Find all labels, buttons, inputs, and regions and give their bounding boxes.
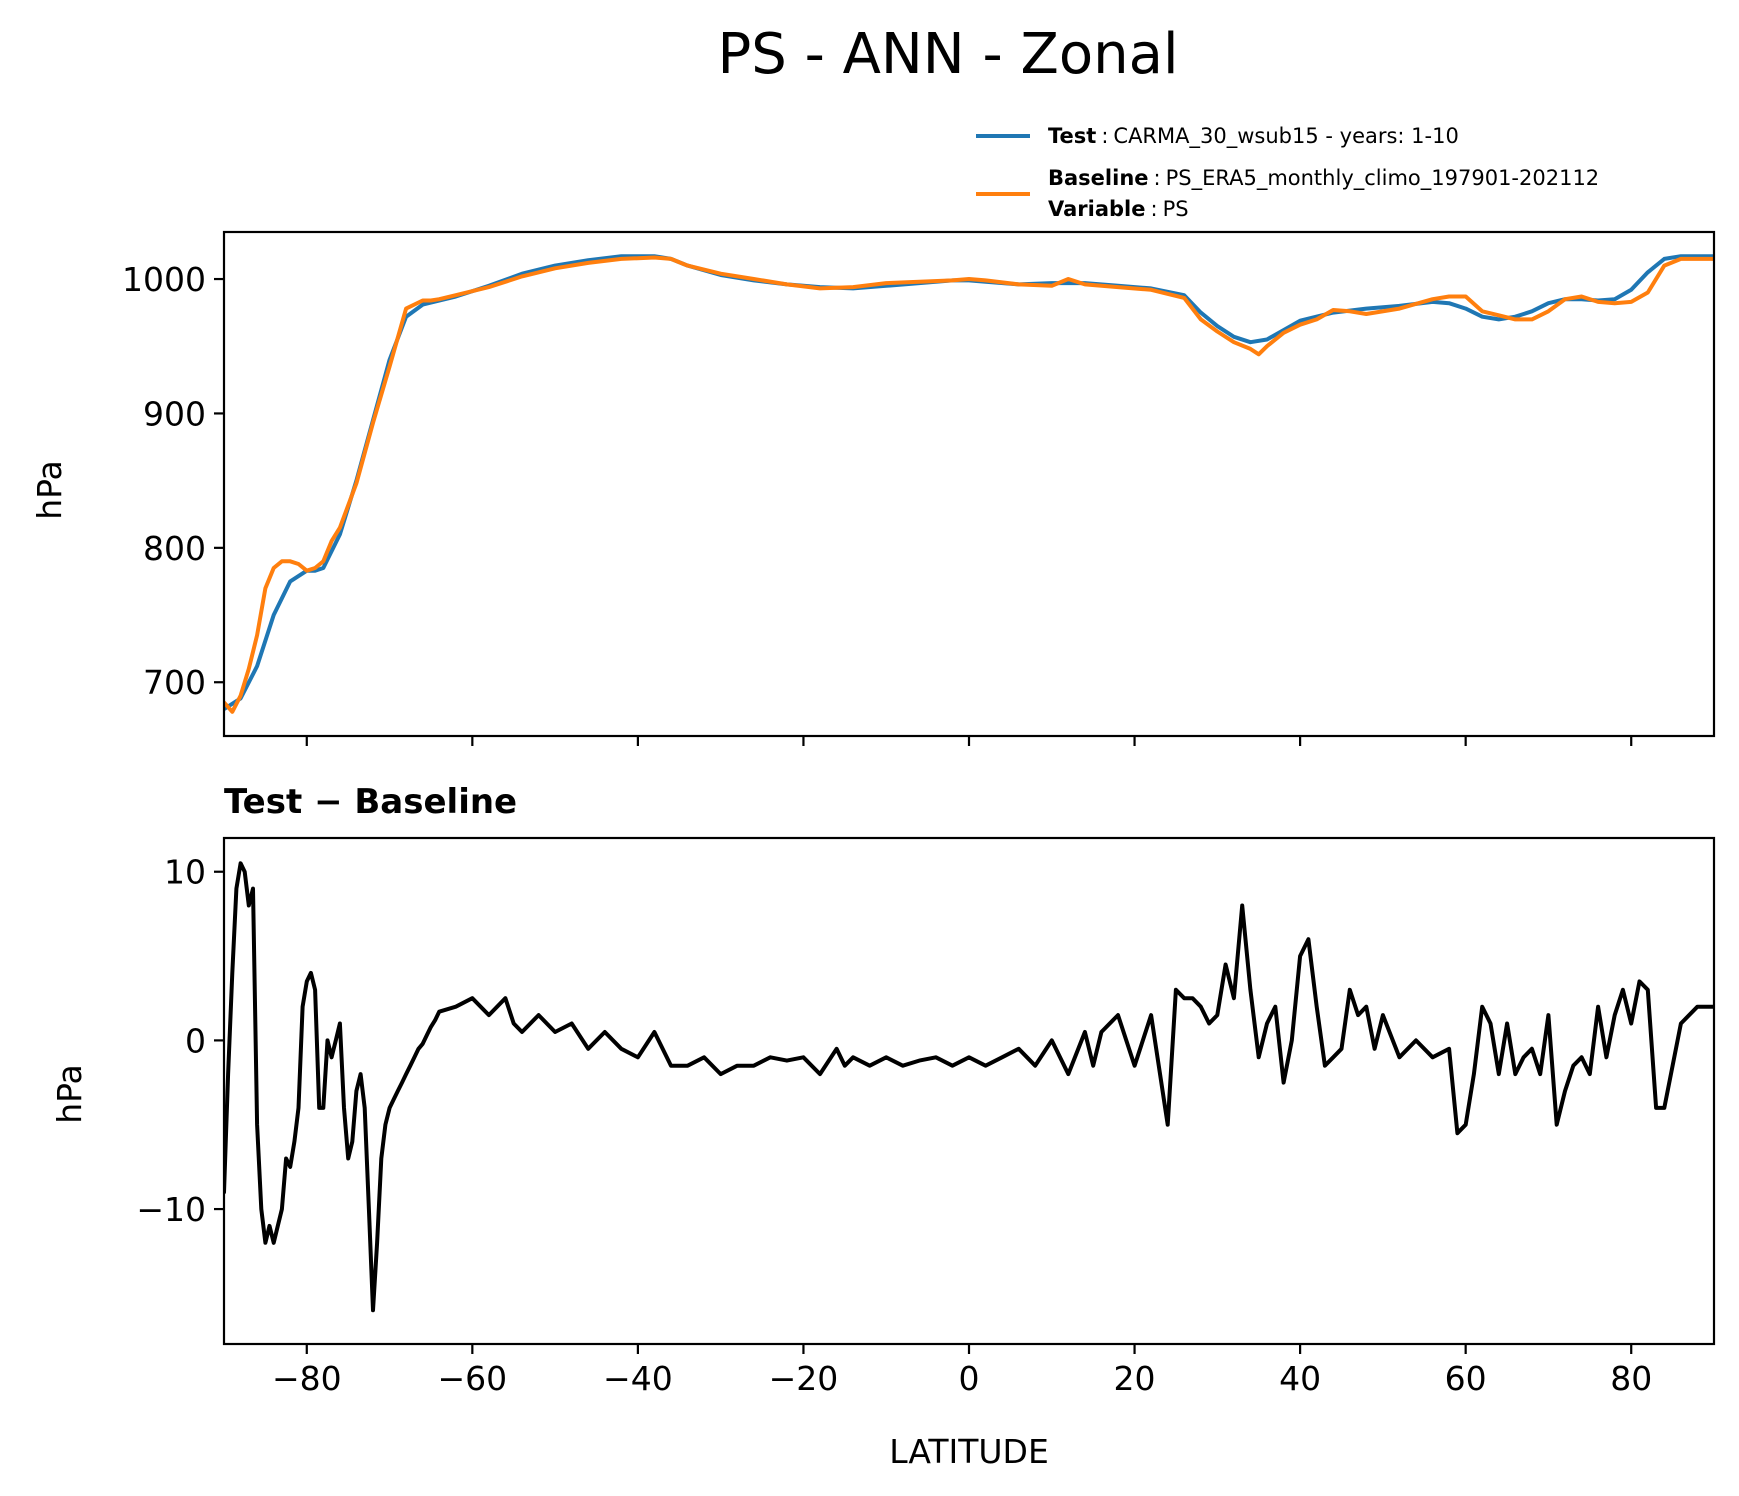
bottom-axes-title: Test − Baseline	[224, 782, 517, 822]
top-y-axis-label: hPa	[30, 460, 69, 520]
top-axes: hPa 700 800 900 1000	[30, 230, 1716, 746]
legend-test-key: Test	[1048, 124, 1096, 148]
bottom-x-tick-label: −40	[603, 1359, 673, 1398]
bottom-x-tick-label: −60	[438, 1359, 508, 1398]
bottom-axes: Test − Baseline hPa LATITUDE −80 −60 −40 −2…	[50, 782, 1716, 1471]
top-series-baseline	[224, 255, 1714, 714]
legend-variable-value: PS	[1163, 197, 1189, 221]
bottom-y-tick-label: −10	[136, 1190, 206, 1229]
legend-baseline-value: PS_ERA5_monthly_climo_197901-202112	[1166, 166, 1600, 191]
top-y-tick-label: 1000	[122, 260, 206, 299]
legend-test-entry: Test: CARMA_30_wsub15 - years: 1-10	[1048, 124, 1459, 149]
bottom-x-tick-label: −80	[272, 1359, 342, 1398]
bottom-x-tick-label: 60	[1445, 1359, 1487, 1398]
figure-title: PS - ANN - Zonal	[717, 22, 1178, 87]
bottom-axes-frame	[222, 836, 1716, 1346]
top-y-tick-label: 800	[143, 529, 206, 568]
legend-variable-key: Variable	[1048, 197, 1145, 221]
bottom-x-tick-label: 80	[1610, 1359, 1652, 1398]
legend: Test: CARMA_30_wsub15 - years: 1-10 Basel…	[976, 124, 1599, 221]
legend-variable-entry: Variable: PS	[1048, 197, 1189, 221]
bottom-x-tick-label: −20	[769, 1359, 839, 1398]
top-series-group	[224, 254, 1714, 714]
bottom-y-tick-label: 10	[164, 853, 206, 892]
legend-baseline-key: Baseline	[1048, 166, 1149, 190]
top-y-tick-label: 900	[143, 394, 206, 433]
legend-test-sep: :	[1101, 124, 1108, 148]
bottom-series-group	[224, 861, 1714, 1313]
bottom-ticks: −80 −60 −40 −20 0 20 40 60 80 −10 0 10	[136, 853, 1652, 1398]
bottom-x-tick-label: 20	[1114, 1359, 1156, 1398]
bottom-y-axis-label: hPa	[50, 1064, 89, 1124]
x-axis-label: LATITUDE	[889, 1432, 1049, 1471]
bottom-series-test-baseline	[224, 861, 1714, 1313]
bottom-x-tick-label: 40	[1279, 1359, 1321, 1398]
bottom-y-tick-label: 0	[185, 1021, 206, 1060]
legend-test-value: CARMA_30_wsub15 - years: 1-10	[1113, 124, 1458, 149]
legend-baseline-sep: :	[1154, 166, 1161, 190]
bottom-x-tick-label: 0	[959, 1359, 980, 1398]
legend-variable-sep: :	[1150, 197, 1157, 221]
top-ticks: 700 800 900 1000	[122, 260, 1633, 746]
legend-baseline-entry: Baseline: PS_ERA5_monthly_climo_197901-20…	[1048, 166, 1599, 191]
top-y-tick-label: 700	[143, 663, 206, 702]
top-axes-frame	[222, 230, 1716, 738]
